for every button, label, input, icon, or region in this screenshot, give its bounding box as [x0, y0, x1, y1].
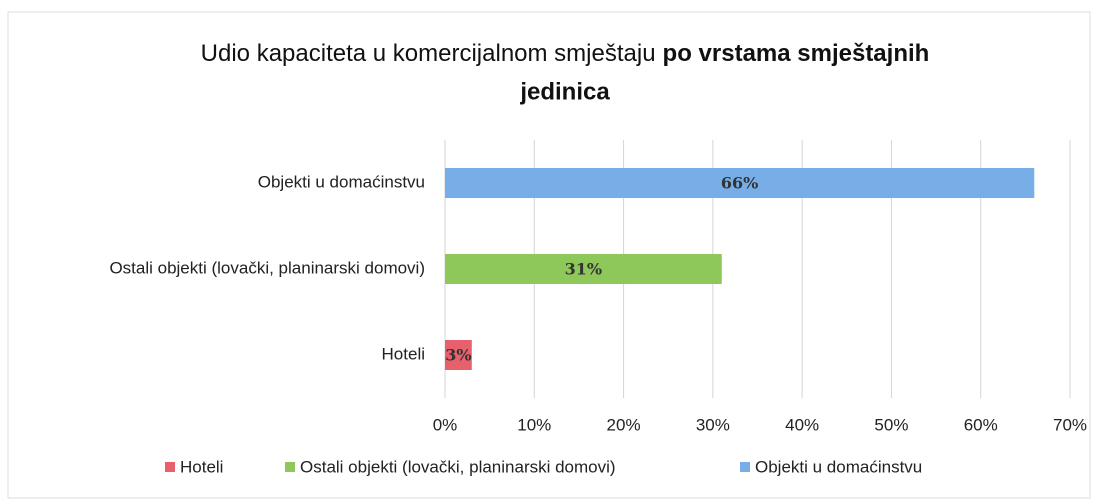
x-tick-label: 20%: [607, 415, 641, 434]
legend-label: Hoteli: [180, 457, 223, 476]
data-label: 31%: [565, 260, 602, 279]
legend-swatch: [740, 462, 750, 472]
y-tick-label: Objekti u domaćinstvu: [258, 172, 425, 191]
x-tick-label: 60%: [964, 415, 998, 434]
legend-label: Objekti u domaćinstvu: [755, 457, 922, 476]
chart-title-line2: jedinica: [519, 78, 610, 105]
x-tick-label: 40%: [785, 415, 819, 434]
x-tick-label: 70%: [1053, 415, 1087, 434]
x-tick-label: 50%: [874, 415, 908, 434]
x-tick-label: 10%: [517, 415, 551, 434]
x-tick-label: 30%: [696, 415, 730, 434]
legend-label: Ostali objekti (lovački, planinarski dom…: [300, 457, 616, 476]
legend-swatch: [165, 462, 175, 472]
chart-title: Udio kapaciteta u komercijalnom smještaj…: [201, 40, 930, 67]
title-regular: Udio kapaciteta u komercijalnom smještaj…: [201, 40, 656, 67]
bar: [445, 340, 472, 370]
y-tick-label: Hoteli: [382, 344, 425, 363]
title-bold: po vrstama smještajnih: [663, 40, 930, 67]
x-tick-label: 0%: [433, 415, 458, 434]
bar: [445, 254, 722, 284]
data-label: 3%: [445, 346, 471, 365]
y-tick-label: Ostali objekti (lovački, planinarski dom…: [109, 258, 425, 277]
legend-swatch: [285, 462, 295, 472]
bar: [445, 168, 1035, 198]
data-label: 66%: [721, 174, 758, 193]
